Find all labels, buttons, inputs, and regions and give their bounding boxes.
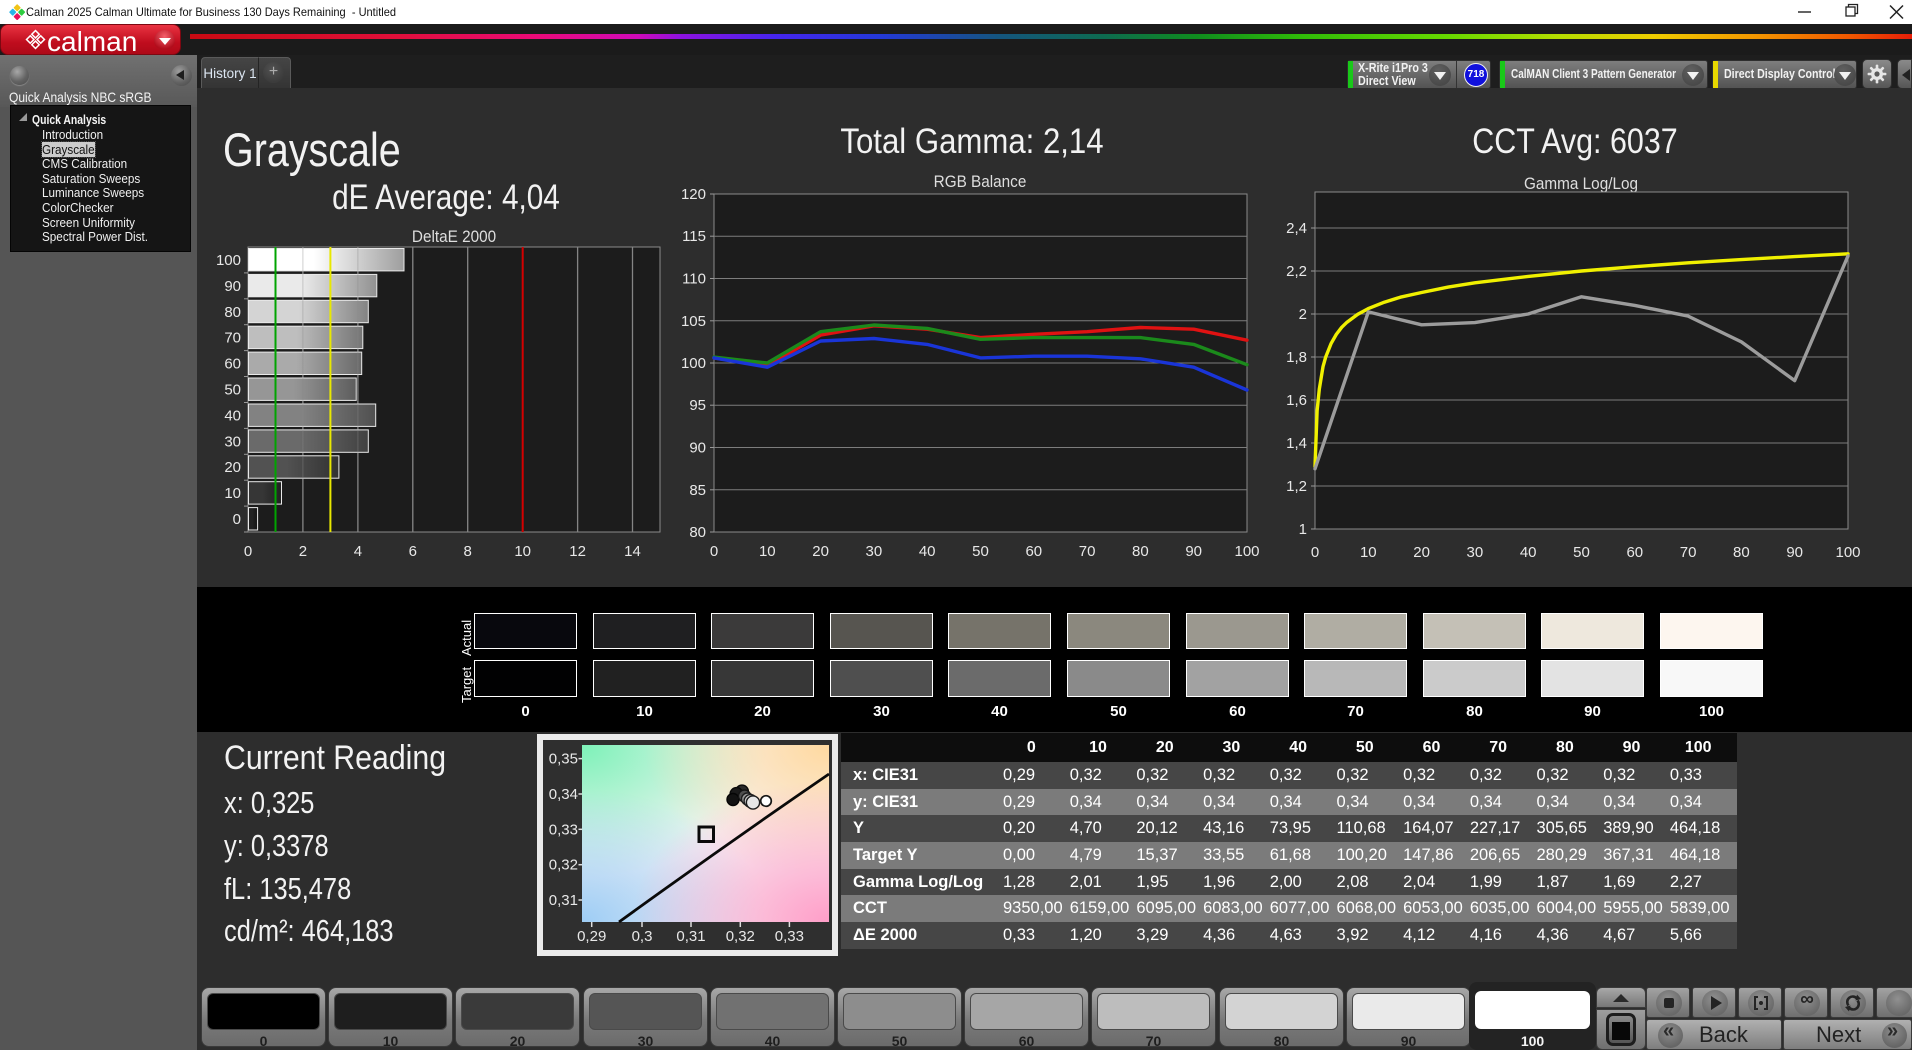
svg-text:0,35: 0,35 xyxy=(549,751,578,768)
svg-text:30: 30 xyxy=(224,433,241,450)
svg-text:85: 85 xyxy=(689,482,706,499)
svg-text:100: 100 xyxy=(1234,543,1259,560)
svg-text:4: 4 xyxy=(354,543,362,560)
svg-text:2: 2 xyxy=(299,543,307,560)
svg-text:20: 20 xyxy=(1413,544,1430,561)
svg-text:70: 70 xyxy=(1079,543,1096,560)
svg-text:6: 6 xyxy=(409,543,417,560)
svg-text:2,2: 2,2 xyxy=(1286,263,1307,280)
svg-text:70: 70 xyxy=(224,330,241,347)
svg-text:10: 10 xyxy=(1360,544,1377,561)
svg-text:1,8: 1,8 xyxy=(1286,349,1307,366)
svg-text:105: 105 xyxy=(681,313,706,330)
svg-text:10: 10 xyxy=(514,543,531,560)
svg-text:0,32: 0,32 xyxy=(549,857,578,874)
svg-text:0,34: 0,34 xyxy=(549,786,578,803)
svg-text:20: 20 xyxy=(224,459,241,476)
svg-text:30: 30 xyxy=(1467,544,1484,561)
svg-text:90: 90 xyxy=(1786,544,1803,561)
svg-text:12: 12 xyxy=(569,543,586,560)
svg-text:40: 40 xyxy=(224,407,241,424)
svg-text:90: 90 xyxy=(689,440,706,457)
svg-text:0,3: 0,3 xyxy=(632,928,653,945)
svg-text:1: 1 xyxy=(1299,521,1307,538)
svg-text:110: 110 xyxy=(682,271,706,288)
svg-text:10: 10 xyxy=(224,485,241,502)
svg-text:14: 14 xyxy=(624,543,641,560)
svg-text:60: 60 xyxy=(1626,544,1643,561)
svg-text:90: 90 xyxy=(1185,543,1202,560)
svg-text:10: 10 xyxy=(759,543,776,560)
svg-text:0,31: 0,31 xyxy=(549,892,578,909)
svg-text:60: 60 xyxy=(1025,543,1042,560)
svg-text:0,31: 0,31 xyxy=(676,928,705,945)
svg-text:0,33: 0,33 xyxy=(775,928,804,945)
svg-text:80: 80 xyxy=(1132,543,1149,560)
svg-text:80: 80 xyxy=(689,524,706,541)
svg-text:8: 8 xyxy=(464,543,472,560)
svg-text:0,33: 0,33 xyxy=(549,821,578,838)
svg-text:100: 100 xyxy=(216,252,241,269)
svg-text:90: 90 xyxy=(224,278,241,295)
svg-text:50: 50 xyxy=(224,382,241,399)
svg-text:70: 70 xyxy=(1680,544,1697,561)
svg-text:40: 40 xyxy=(1520,544,1537,561)
svg-text:100: 100 xyxy=(681,355,706,372)
svg-text:0,32: 0,32 xyxy=(726,928,755,945)
svg-text:40: 40 xyxy=(919,543,936,560)
svg-text:0: 0 xyxy=(244,543,252,560)
svg-text:0: 0 xyxy=(710,543,718,560)
svg-text:60: 60 xyxy=(224,356,241,373)
svg-text:0: 0 xyxy=(1311,544,1319,561)
svg-text:100: 100 xyxy=(1835,544,1860,561)
svg-text:0: 0 xyxy=(233,511,241,528)
svg-text:1,4: 1,4 xyxy=(1286,435,1307,452)
svg-text:50: 50 xyxy=(972,543,989,560)
svg-text:20: 20 xyxy=(812,543,829,560)
svg-text:50: 50 xyxy=(1573,544,1590,561)
svg-text:1,6: 1,6 xyxy=(1286,392,1307,409)
svg-text:2,4: 2,4 xyxy=(1286,220,1307,237)
svg-text:115: 115 xyxy=(682,228,706,245)
svg-text:95: 95 xyxy=(689,397,706,414)
svg-text:80: 80 xyxy=(224,304,241,321)
svg-text:1,2: 1,2 xyxy=(1286,478,1307,495)
svg-text:80: 80 xyxy=(1733,544,1750,561)
svg-text:0,29: 0,29 xyxy=(577,928,606,945)
svg-text:120: 120 xyxy=(681,186,706,203)
svg-text:30: 30 xyxy=(866,543,883,560)
svg-text:2: 2 xyxy=(1299,306,1307,323)
